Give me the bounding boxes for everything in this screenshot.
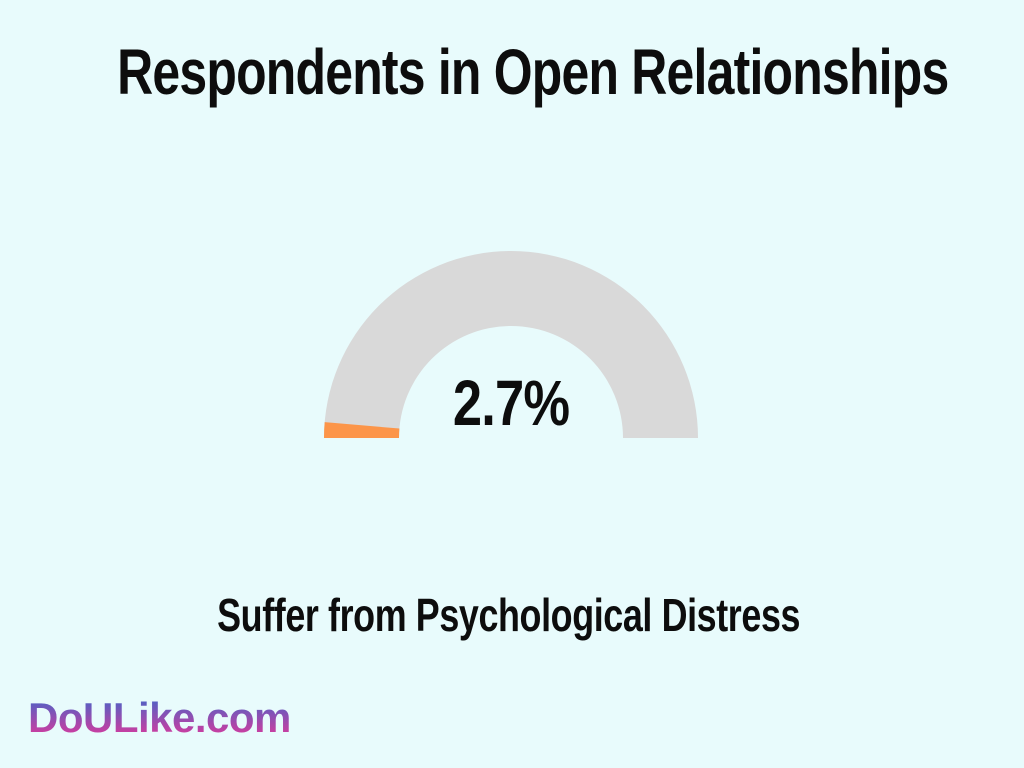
gauge-value-label: 2.7% — [452, 367, 570, 439]
gauge-chart — [324, 251, 698, 440]
gauge-value-arc — [324, 422, 400, 438]
gauge-svg — [324, 251, 698, 438]
chart-caption: Suffer from Psychological Distress — [217, 589, 801, 641]
page-title: Respondents in Open Relationships — [117, 36, 949, 108]
brand-logo: DoULike.com — [28, 694, 291, 741]
gauge-track-arc — [324, 251, 698, 438]
